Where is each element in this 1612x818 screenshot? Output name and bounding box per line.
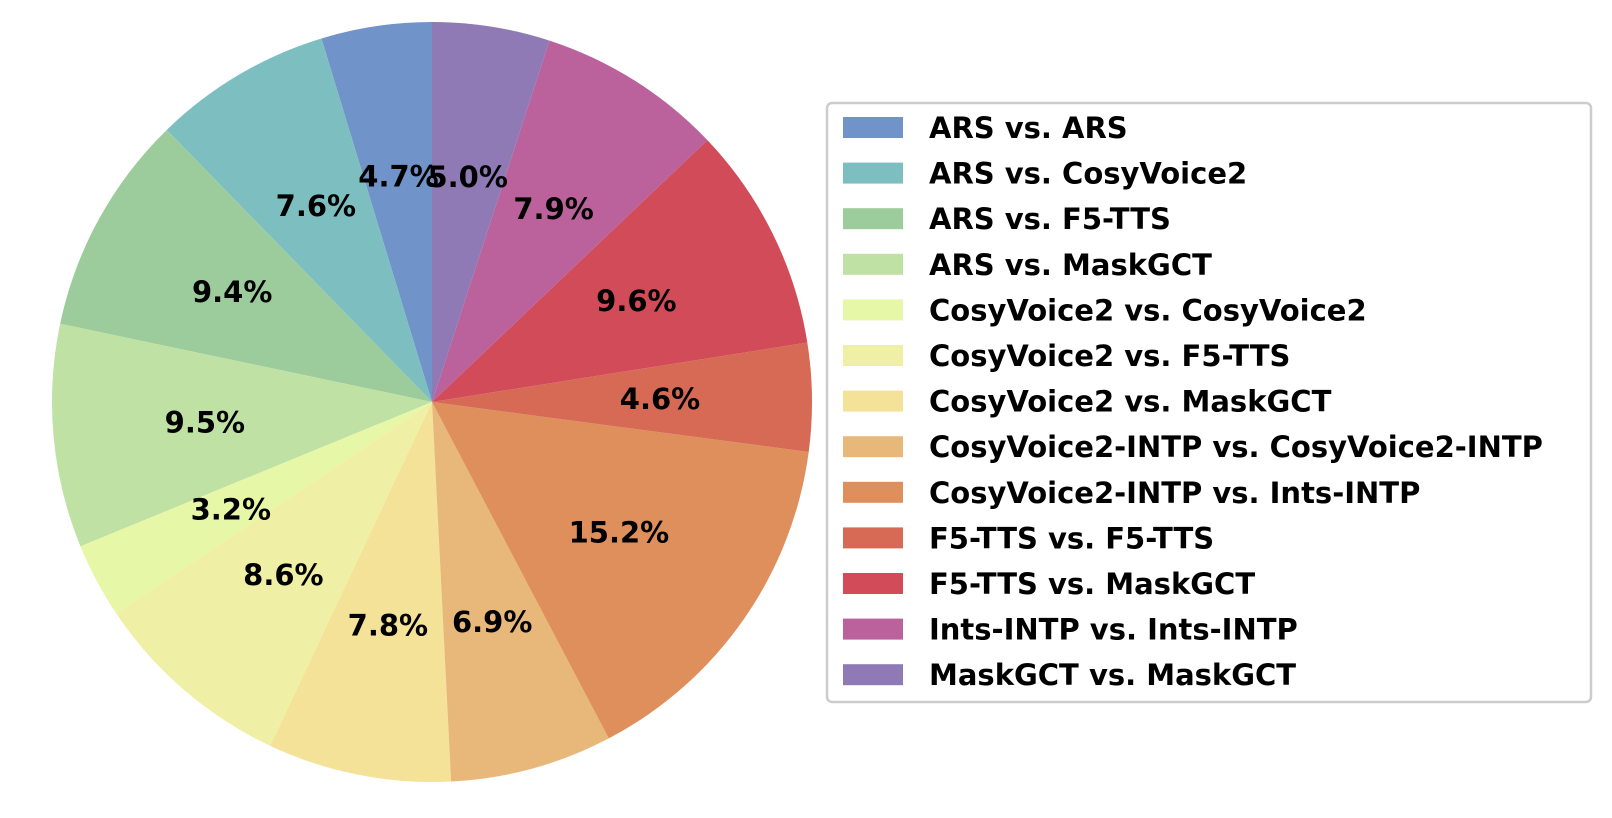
pie-slice-9 bbox=[432, 342, 813, 452]
legend-swatch-0 bbox=[843, 117, 903, 138]
legend-label-5: CosyVoice2 vs. F5-TTS bbox=[929, 339, 1290, 373]
pie-slice-5 bbox=[116, 402, 433, 746]
legend-swatch-11 bbox=[843, 618, 903, 640]
legend-swatch-7 bbox=[843, 436, 903, 458]
pie-slice-11 bbox=[432, 40, 708, 402]
pie-slice-12 bbox=[432, 22, 550, 402]
pie-slice-3 bbox=[51, 323, 432, 547]
legend-label-1: ARS vs. CosyVoice2 bbox=[929, 157, 1247, 191]
slice-label-1: 7.6% bbox=[276, 189, 356, 223]
legend-swatch-3 bbox=[843, 253, 903, 275]
legend-swatch-5 bbox=[843, 345, 903, 366]
legend-label-3: ARS vs. MaskGCT bbox=[929, 248, 1212, 282]
legend-frame bbox=[825, 101, 1593, 704]
slice-label-8: 15.2% bbox=[569, 516, 670, 550]
legend-label-11: Ints-INTP vs. Ints-INTP bbox=[929, 613, 1298, 647]
legend-swatch-10 bbox=[843, 573, 903, 594]
legend-swatch-9 bbox=[843, 527, 903, 549]
slice-label-10: 9.6% bbox=[596, 284, 676, 318]
slice-label-2: 9.4% bbox=[192, 275, 272, 309]
legend-label-7: CosyVoice2-INTP vs. CosyVoice2-INTP bbox=[929, 430, 1543, 464]
legend-swatch-1 bbox=[843, 162, 903, 184]
legend-swatch-8 bbox=[843, 481, 903, 503]
pie-labels: 4.7%7.6% 9.4% 9.5% 3.2% 8.6% 7.8% 6.9% 15.2% 4.6… bbox=[165, 160, 701, 643]
legend-label-10: F5-TTS vs. MaskGCT bbox=[929, 567, 1255, 601]
legend-label-0: ARS vs. ARS bbox=[929, 111, 1128, 145]
slice-label-3: 9.5% bbox=[165, 406, 245, 440]
legend-label-2: ARS vs. F5-TTS bbox=[929, 202, 1171, 236]
legend-label-4: CosyVoice2 vs. CosyVoice2 bbox=[929, 293, 1367, 327]
pie-slice-7 bbox=[432, 402, 609, 782]
legend-items: ARS vs. ARS ARS vs. CosyVoice2 ARS vs. F5-… bbox=[843, 111, 1543, 692]
pie-slice-1 bbox=[166, 38, 432, 402]
legend-label-9: F5-TTS vs. F5-TTS bbox=[929, 521, 1214, 555]
pie-slices bbox=[51, 22, 813, 782]
slice-label-0: 4.7% bbox=[358, 160, 438, 194]
slice-label-6: 7.8% bbox=[348, 609, 428, 643]
slice-label-5: 8.6% bbox=[243, 558, 323, 592]
legend-label-8: CosyVoice2-INTP vs. Ints-INTP bbox=[929, 476, 1420, 510]
legend: ARS vs. ARS ARS vs. CosyVoice2 ARS vs. F5-… bbox=[825, 101, 1593, 704]
slice-label-7: 6.9% bbox=[452, 605, 532, 639]
legend-label-12: MaskGCT vs. MaskGCT bbox=[929, 658, 1296, 692]
legend-swatch-12 bbox=[843, 664, 903, 686]
pie-slice-0 bbox=[321, 22, 432, 402]
pie-slice-6 bbox=[270, 402, 452, 782]
slice-label-9: 4.6% bbox=[620, 382, 700, 416]
legend-swatch-6 bbox=[843, 390, 903, 412]
pie-slice-10 bbox=[432, 140, 808, 402]
legend-label-6: CosyVoice2 vs. MaskGCT bbox=[929, 385, 1332, 419]
slice-label-11: 7.9% bbox=[513, 192, 593, 226]
legend-swatch-4 bbox=[843, 299, 903, 321]
slice-label-4: 3.2% bbox=[191, 492, 271, 526]
pie-slice-4 bbox=[80, 402, 432, 614]
pie-slice-8 bbox=[432, 402, 809, 739]
slice-label-12: 5.0% bbox=[427, 160, 507, 194]
legend-swatch-2 bbox=[843, 208, 903, 230]
pie-slice-2 bbox=[60, 129, 432, 402]
